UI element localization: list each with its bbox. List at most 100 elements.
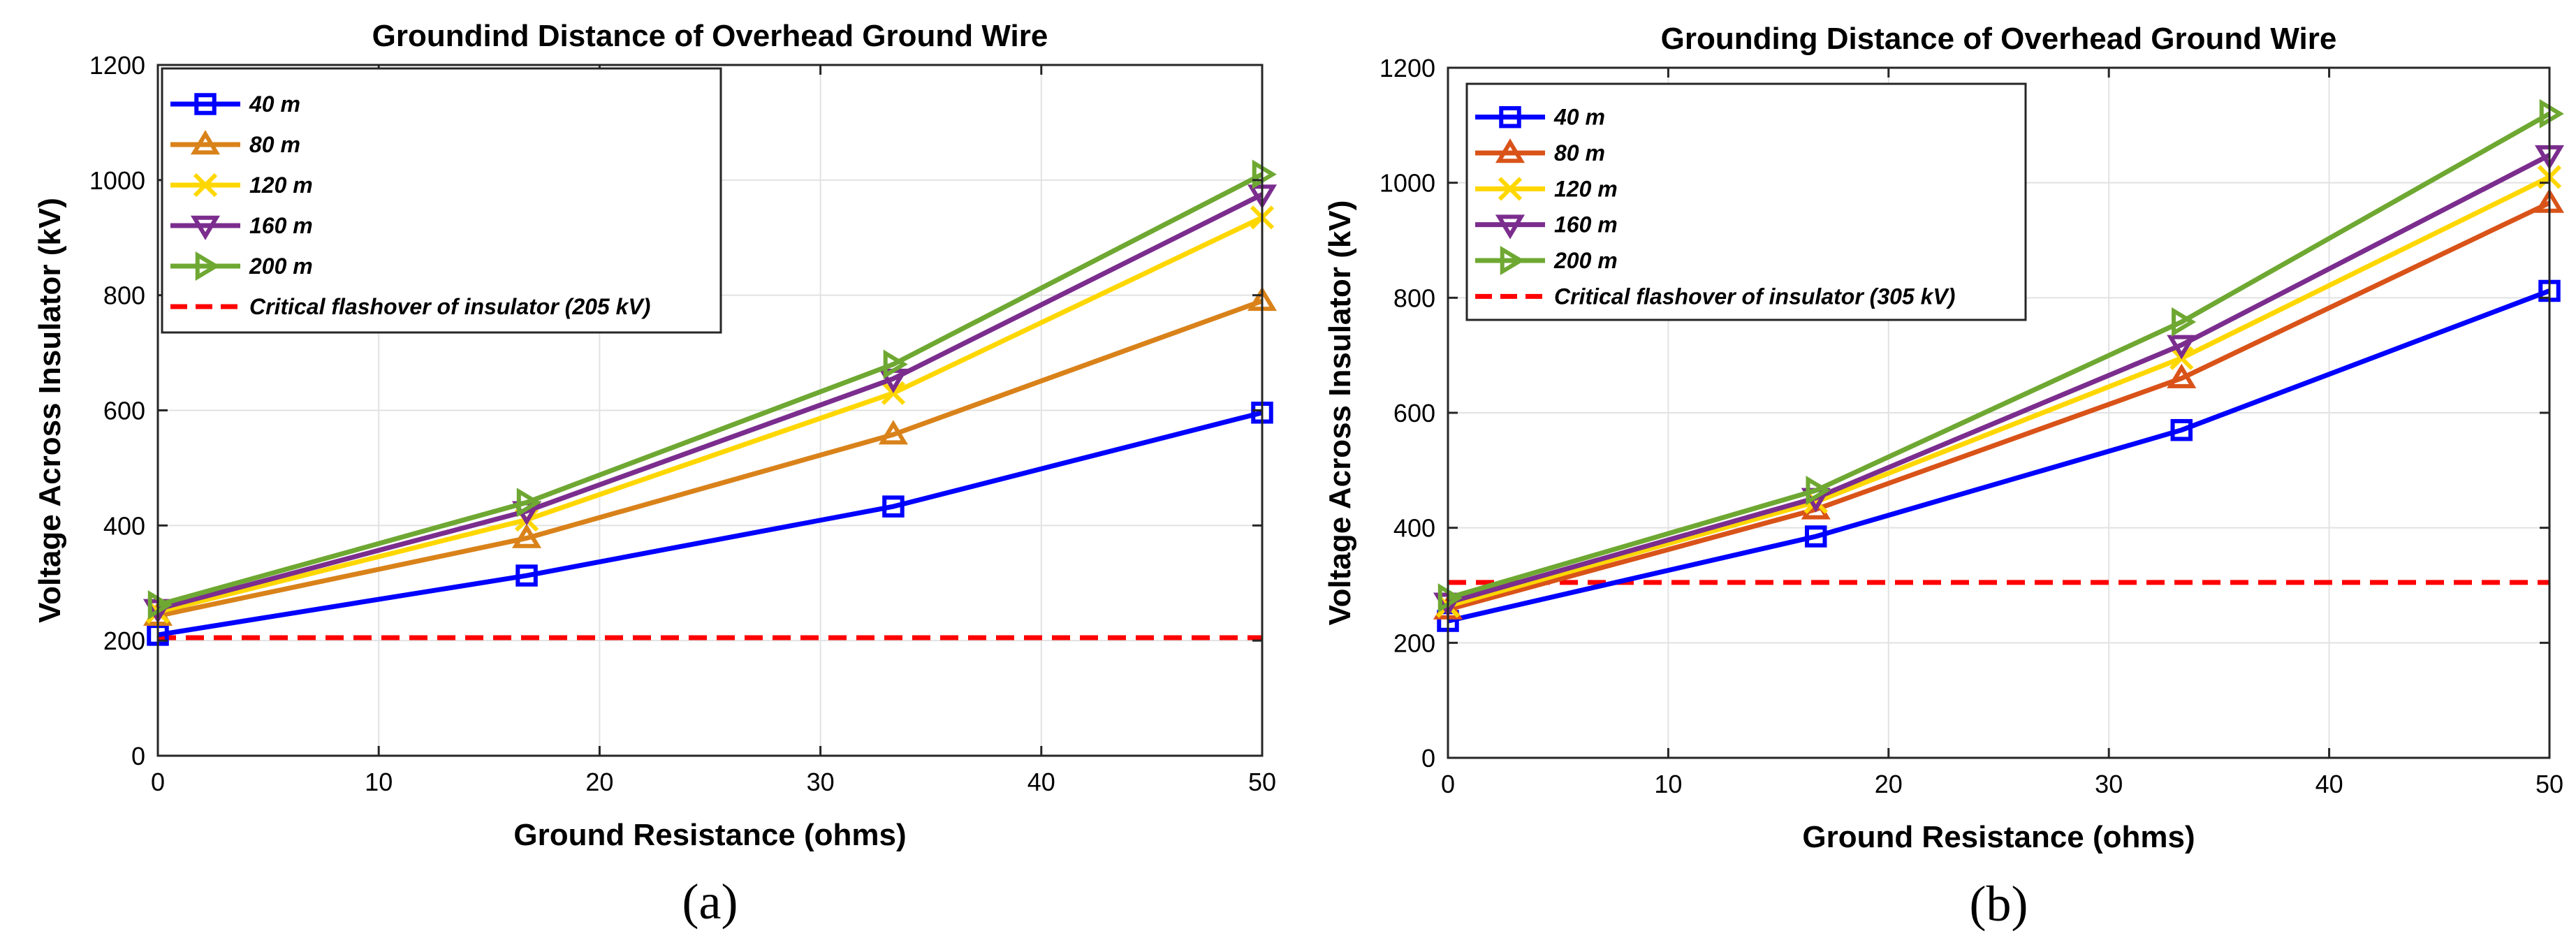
y-tick-label: 400 [103,511,145,540]
legend-label: 120 m [1554,176,1618,201]
y-tick-label: 0 [131,742,145,770]
legend-label: Critical flashover of insulator (205 kV) [249,294,650,319]
data-point-marker [878,420,908,445]
legend-box [161,67,722,334]
y-tick-label: 600 [1393,399,1435,427]
data-point-marker [883,349,908,379]
y-axis-label: Voltage Across Insulator (kV) [33,198,67,623]
x-tick-label: 10 [365,768,393,796]
data-point-marker [1806,476,1831,506]
y-tick-label: 1200 [1380,54,1435,82]
x-tick-label: 50 [2535,770,2563,798]
legend-item: 80 m [170,130,300,157]
y-tick-label: 200 [1393,629,1435,657]
series-line [157,192,1264,612]
legend-marker [1498,177,1523,201]
x-tick-label: 30 [2095,770,2123,798]
data-point-marker [512,523,542,548]
x-tick-label: 0 [151,768,165,796]
data-point-marker [2170,418,2193,441]
series-line [157,410,1263,638]
x-tick-label: 50 [1248,768,1276,796]
data-point-marker [2539,98,2564,129]
legend-label: 40 m [1553,105,1605,130]
y-tick-label: 200 [103,627,145,655]
data-point-marker [2172,307,2197,337]
legend-item: 160 m [1475,212,1618,240]
series-200m [1437,98,2564,613]
data-point-marker [882,495,905,518]
x-axis-label: Ground Resistance (ohms) [1802,820,2195,854]
data-point-marker [2167,335,2197,360]
series-line [1447,153,2551,606]
legend-marker [1495,214,1525,240]
series-line [1447,175,2551,609]
legend-item-reference: Critical flashover of insulator (205 kV) [170,294,650,319]
legend-box [1465,82,2027,321]
legend-label: 200 m [1553,248,1618,273]
series-line [1447,288,2551,624]
x-tick-label: 10 [1654,770,1682,798]
x-tick-label: 40 [1027,768,1055,796]
x-tick-label: 30 [807,768,835,796]
legend-marker [193,173,218,198]
x-tick-label: 20 [1875,770,1903,798]
y-axis-label: Voltage Across Insulator (kV) [1323,200,1357,626]
panel-label: (b) [1970,876,2028,932]
legend-marker [195,251,220,281]
legend-marker [1499,105,1521,129]
chart-panel-a: 0 10 20 30 40 50 0 200 400 600 800 1000 1200 Groundin… [33,19,1278,930]
legend-marker [194,93,217,115]
legend-marker [1500,245,1525,276]
legend: 40 m 80 m 120 m 160 m 200 m Critical flashove… [161,67,722,334]
y-tick-label: 1000 [89,166,145,195]
y-tick-label: 400 [1393,514,1435,543]
chart-panel-b: 0 10 20 30 40 50 0 200 400 600 800 1000 1200 Groundin… [1323,22,2565,932]
series-line [1447,200,2551,612]
y-tick-label: 1200 [89,51,145,80]
legend-label: 160 m [1554,212,1618,237]
legend-label: Critical flashover of insulator (305 kV) [1554,284,1955,309]
x-axis-label: Ground Resistance (ohms) [513,818,906,852]
legend-item-reference: Critical flashover of insulator (305 kV) [1475,284,1955,309]
series-line [157,298,1264,619]
legend-item: 120 m [1475,176,1618,201]
series-line [157,172,1264,608]
legend-item: 200 m [170,251,313,281]
legend-item: 160 m [170,213,313,240]
x-tick-label: 40 [2315,770,2343,798]
legend-marker [1495,138,1525,163]
y-tick-label: 600 [103,397,145,425]
data-point-marker [1252,159,1277,189]
chart-title: Grounding Distance of Overhead Ground Wi… [1661,22,2337,56]
legend-item: 120 m [170,173,313,198]
legend-label: 80 m [1554,140,1605,166]
series-200m [147,159,1277,620]
y-tick-label: 800 [103,281,145,310]
panel-label: (a) [682,874,738,930]
data-point-marker [1437,583,1463,613]
chart-title: Groundind Distance of Overhead Ground Wi… [372,19,1048,53]
legend-label: 160 m [249,213,313,238]
x-tick-label: 0 [1441,770,1455,798]
data-point-marker [147,590,173,620]
legend-label: 200 m [249,254,313,279]
legend-label: 80 m [249,132,300,157]
legend-label: 120 m [249,173,313,198]
data-point-marker [516,488,541,518]
legend-item: 40 m [170,91,300,117]
data-point-marker [1804,525,1827,548]
legend-marker [190,130,221,155]
series-line [1447,111,2551,601]
legend: 40 m 80 m 120 m 160 m 200 m Critical flashove… [1465,82,2027,321]
y-tick-label: 1000 [1380,169,1435,198]
legend-item: 40 m [1475,105,1605,130]
y-tick-label: 800 [1393,284,1435,312]
legend-item: 80 m [1475,138,1605,166]
legend-item: 200 m [1475,245,1618,276]
data-point-marker [515,564,538,587]
y-tick-label: 0 [1421,744,1435,772]
data-point-marker [2167,363,2197,388]
